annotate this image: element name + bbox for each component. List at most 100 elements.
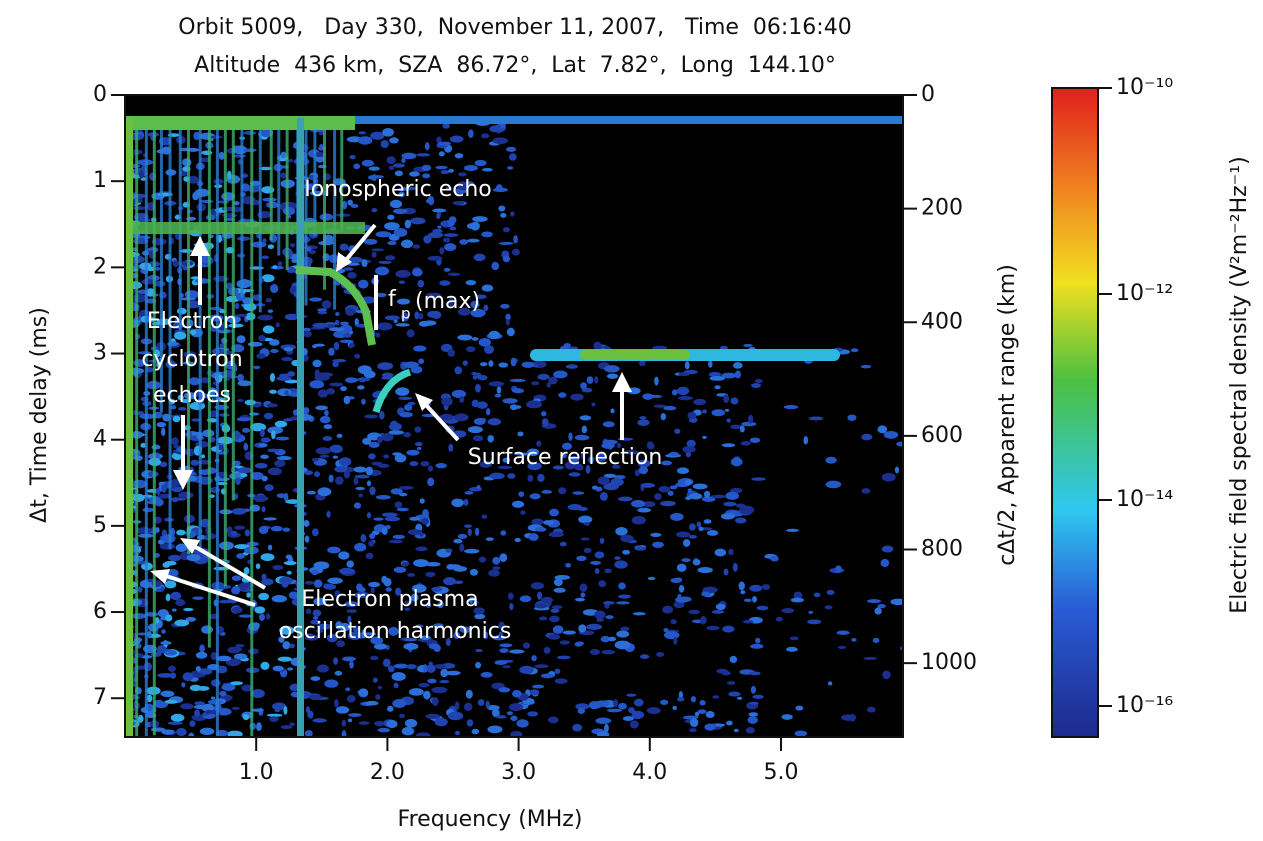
- texture: [738, 581, 745, 591]
- texture: [688, 493, 703, 500]
- texture: [882, 670, 891, 680]
- texture: [419, 635, 431, 641]
- texture: [341, 719, 347, 727]
- texture: [336, 433, 343, 438]
- texture: [663, 405, 677, 411]
- texture: [258, 525, 269, 535]
- texture: [425, 292, 442, 298]
- texture: [306, 261, 312, 268]
- texture: [582, 609, 599, 616]
- texture: [631, 710, 645, 720]
- texture: [297, 118, 304, 737]
- texture: [667, 490, 674, 496]
- texture: [347, 199, 353, 206]
- texture: [262, 238, 267, 244]
- texture: [321, 300, 332, 309]
- texture: [382, 127, 394, 137]
- texture: [595, 717, 612, 725]
- texture: [650, 532, 662, 537]
- texture: [418, 320, 430, 327]
- texture: [417, 279, 425, 288]
- texture: [708, 371, 722, 378]
- texture: [368, 175, 378, 180]
- texture: [633, 698, 644, 707]
- colorbar-tick-label: 10⁻¹⁴: [1116, 487, 1173, 512]
- texture: [370, 131, 385, 140]
- texture: [594, 610, 606, 620]
- texture: [401, 312, 410, 322]
- texture: [620, 626, 630, 632]
- texture: [377, 463, 390, 468]
- texture: [415, 546, 428, 552]
- texture: [269, 118, 273, 241]
- texture: [197, 668, 213, 675]
- texture: [361, 259, 368, 268]
- texture: [339, 321, 349, 326]
- texture: [371, 208, 378, 213]
- texture: [435, 165, 448, 170]
- texture: [399, 492, 408, 497]
- texture: [502, 398, 518, 404]
- texture: [344, 601, 359, 607]
- texture: [548, 634, 561, 640]
- texture: [274, 420, 288, 428]
- texture: [629, 720, 639, 729]
- texture: [280, 151, 287, 159]
- texture: [606, 373, 619, 379]
- texture: [521, 361, 535, 368]
- texture: [617, 594, 632, 599]
- texture: [541, 418, 549, 427]
- texture: [530, 582, 545, 590]
- texture: [174, 619, 190, 627]
- texture: [457, 334, 473, 341]
- texture: [319, 454, 330, 458]
- texture: [187, 147, 200, 152]
- texture: [427, 465, 434, 472]
- texture: [160, 641, 172, 645]
- texture: [200, 377, 211, 384]
- texture: [433, 623, 444, 628]
- texture: [483, 345, 495, 354]
- texture: [508, 153, 517, 161]
- texture: [510, 715, 518, 722]
- texture: [656, 652, 665, 657]
- texture: [590, 560, 602, 565]
- texture: [462, 360, 468, 366]
- texture: [813, 592, 821, 598]
- y2-tick-label: 0: [921, 82, 935, 107]
- texture: [463, 164, 478, 172]
- texture: [347, 718, 353, 723]
- texture: [481, 514, 488, 519]
- texture: [130, 613, 147, 619]
- texture: [326, 633, 338, 643]
- texture: [401, 239, 414, 249]
- annotation: cyclotron: [141, 347, 242, 372]
- texture: [388, 539, 403, 544]
- texture: [689, 523, 696, 531]
- y-tick-label: 1: [93, 168, 107, 193]
- texture: [284, 390, 289, 396]
- texture: [269, 389, 277, 394]
- texture: [677, 395, 694, 401]
- texture: [325, 388, 336, 395]
- texture: [277, 118, 281, 256]
- texture: [175, 598, 186, 607]
- texture: [714, 385, 721, 390]
- texture: [182, 672, 194, 682]
- texture: [189, 673, 206, 678]
- texture: [137, 714, 144, 723]
- texture: [347, 631, 363, 641]
- texture: [448, 168, 455, 173]
- texture: [183, 607, 194, 612]
- texture: [686, 439, 696, 448]
- annotation: oscillation harmonics: [279, 619, 512, 644]
- texture: [248, 622, 260, 631]
- texture: [356, 583, 363, 592]
- texture: [261, 578, 274, 586]
- texture: [279, 625, 295, 635]
- texture: [323, 424, 333, 430]
- texture: [390, 420, 398, 429]
- texture: [161, 629, 166, 634]
- texture: [368, 453, 376, 460]
- texture: [494, 393, 502, 398]
